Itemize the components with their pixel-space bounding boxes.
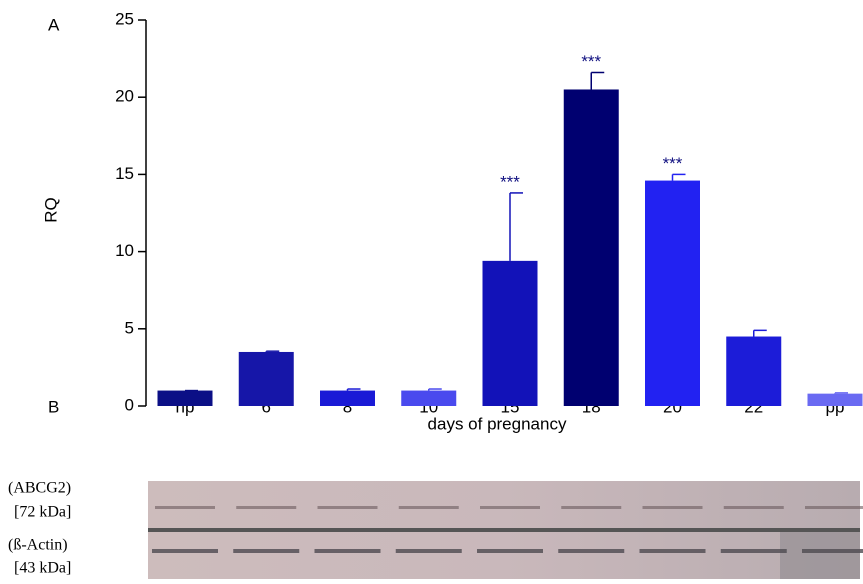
y-tick-label: 25 xyxy=(115,9,134,28)
y-axis-label: RQ xyxy=(41,197,60,223)
blot-band xyxy=(314,549,381,553)
blot-band xyxy=(723,506,784,509)
blot-label: [43 kDa] xyxy=(14,560,71,577)
blot-label: (ABCG2) xyxy=(8,480,71,497)
blot-band xyxy=(642,506,703,509)
blot-band xyxy=(477,549,543,553)
blot-band xyxy=(317,506,378,509)
x-tick-label: 6 xyxy=(262,397,271,416)
bar xyxy=(401,390,457,406)
significance-label: *** xyxy=(500,172,520,191)
bar xyxy=(726,336,782,406)
blot-smear xyxy=(780,532,860,579)
blot-band xyxy=(236,506,297,509)
bar xyxy=(563,89,619,406)
bar xyxy=(807,393,863,406)
bar xyxy=(157,390,213,406)
y-tick-label: 0 xyxy=(125,395,134,414)
y-tick-label: 10 xyxy=(115,241,134,260)
bar xyxy=(482,260,538,406)
x-tick-label: 8 xyxy=(343,397,352,416)
panel-label: B xyxy=(48,397,59,416)
blot-divider xyxy=(148,528,860,532)
y-tick-label: 15 xyxy=(115,164,134,183)
blot-band xyxy=(152,549,218,553)
x-axis-label: days of pregnancy xyxy=(428,414,567,433)
blot-band xyxy=(398,506,459,509)
blot-label: (ß-Actin) xyxy=(8,537,68,554)
y-tick-label: 5 xyxy=(125,318,134,337)
blot-band xyxy=(233,549,300,553)
blot-band xyxy=(395,549,462,553)
bar xyxy=(645,180,700,406)
western-blot xyxy=(148,481,863,579)
bar xyxy=(320,390,375,406)
significance-label: *** xyxy=(581,52,601,71)
blot-band xyxy=(639,549,706,553)
bar xyxy=(238,351,294,406)
blot-band xyxy=(561,506,622,509)
blot-label: [72 kDa] xyxy=(14,504,71,521)
y-tick-label: 20 xyxy=(115,87,134,106)
significance-label: *** xyxy=(663,154,683,173)
blot-band xyxy=(720,549,787,553)
blot-band xyxy=(480,506,540,509)
blot-band xyxy=(802,549,863,553)
blot-band xyxy=(155,506,215,509)
blot-band xyxy=(805,506,863,509)
blot-band xyxy=(558,549,625,553)
panel-label: A xyxy=(48,15,60,34)
